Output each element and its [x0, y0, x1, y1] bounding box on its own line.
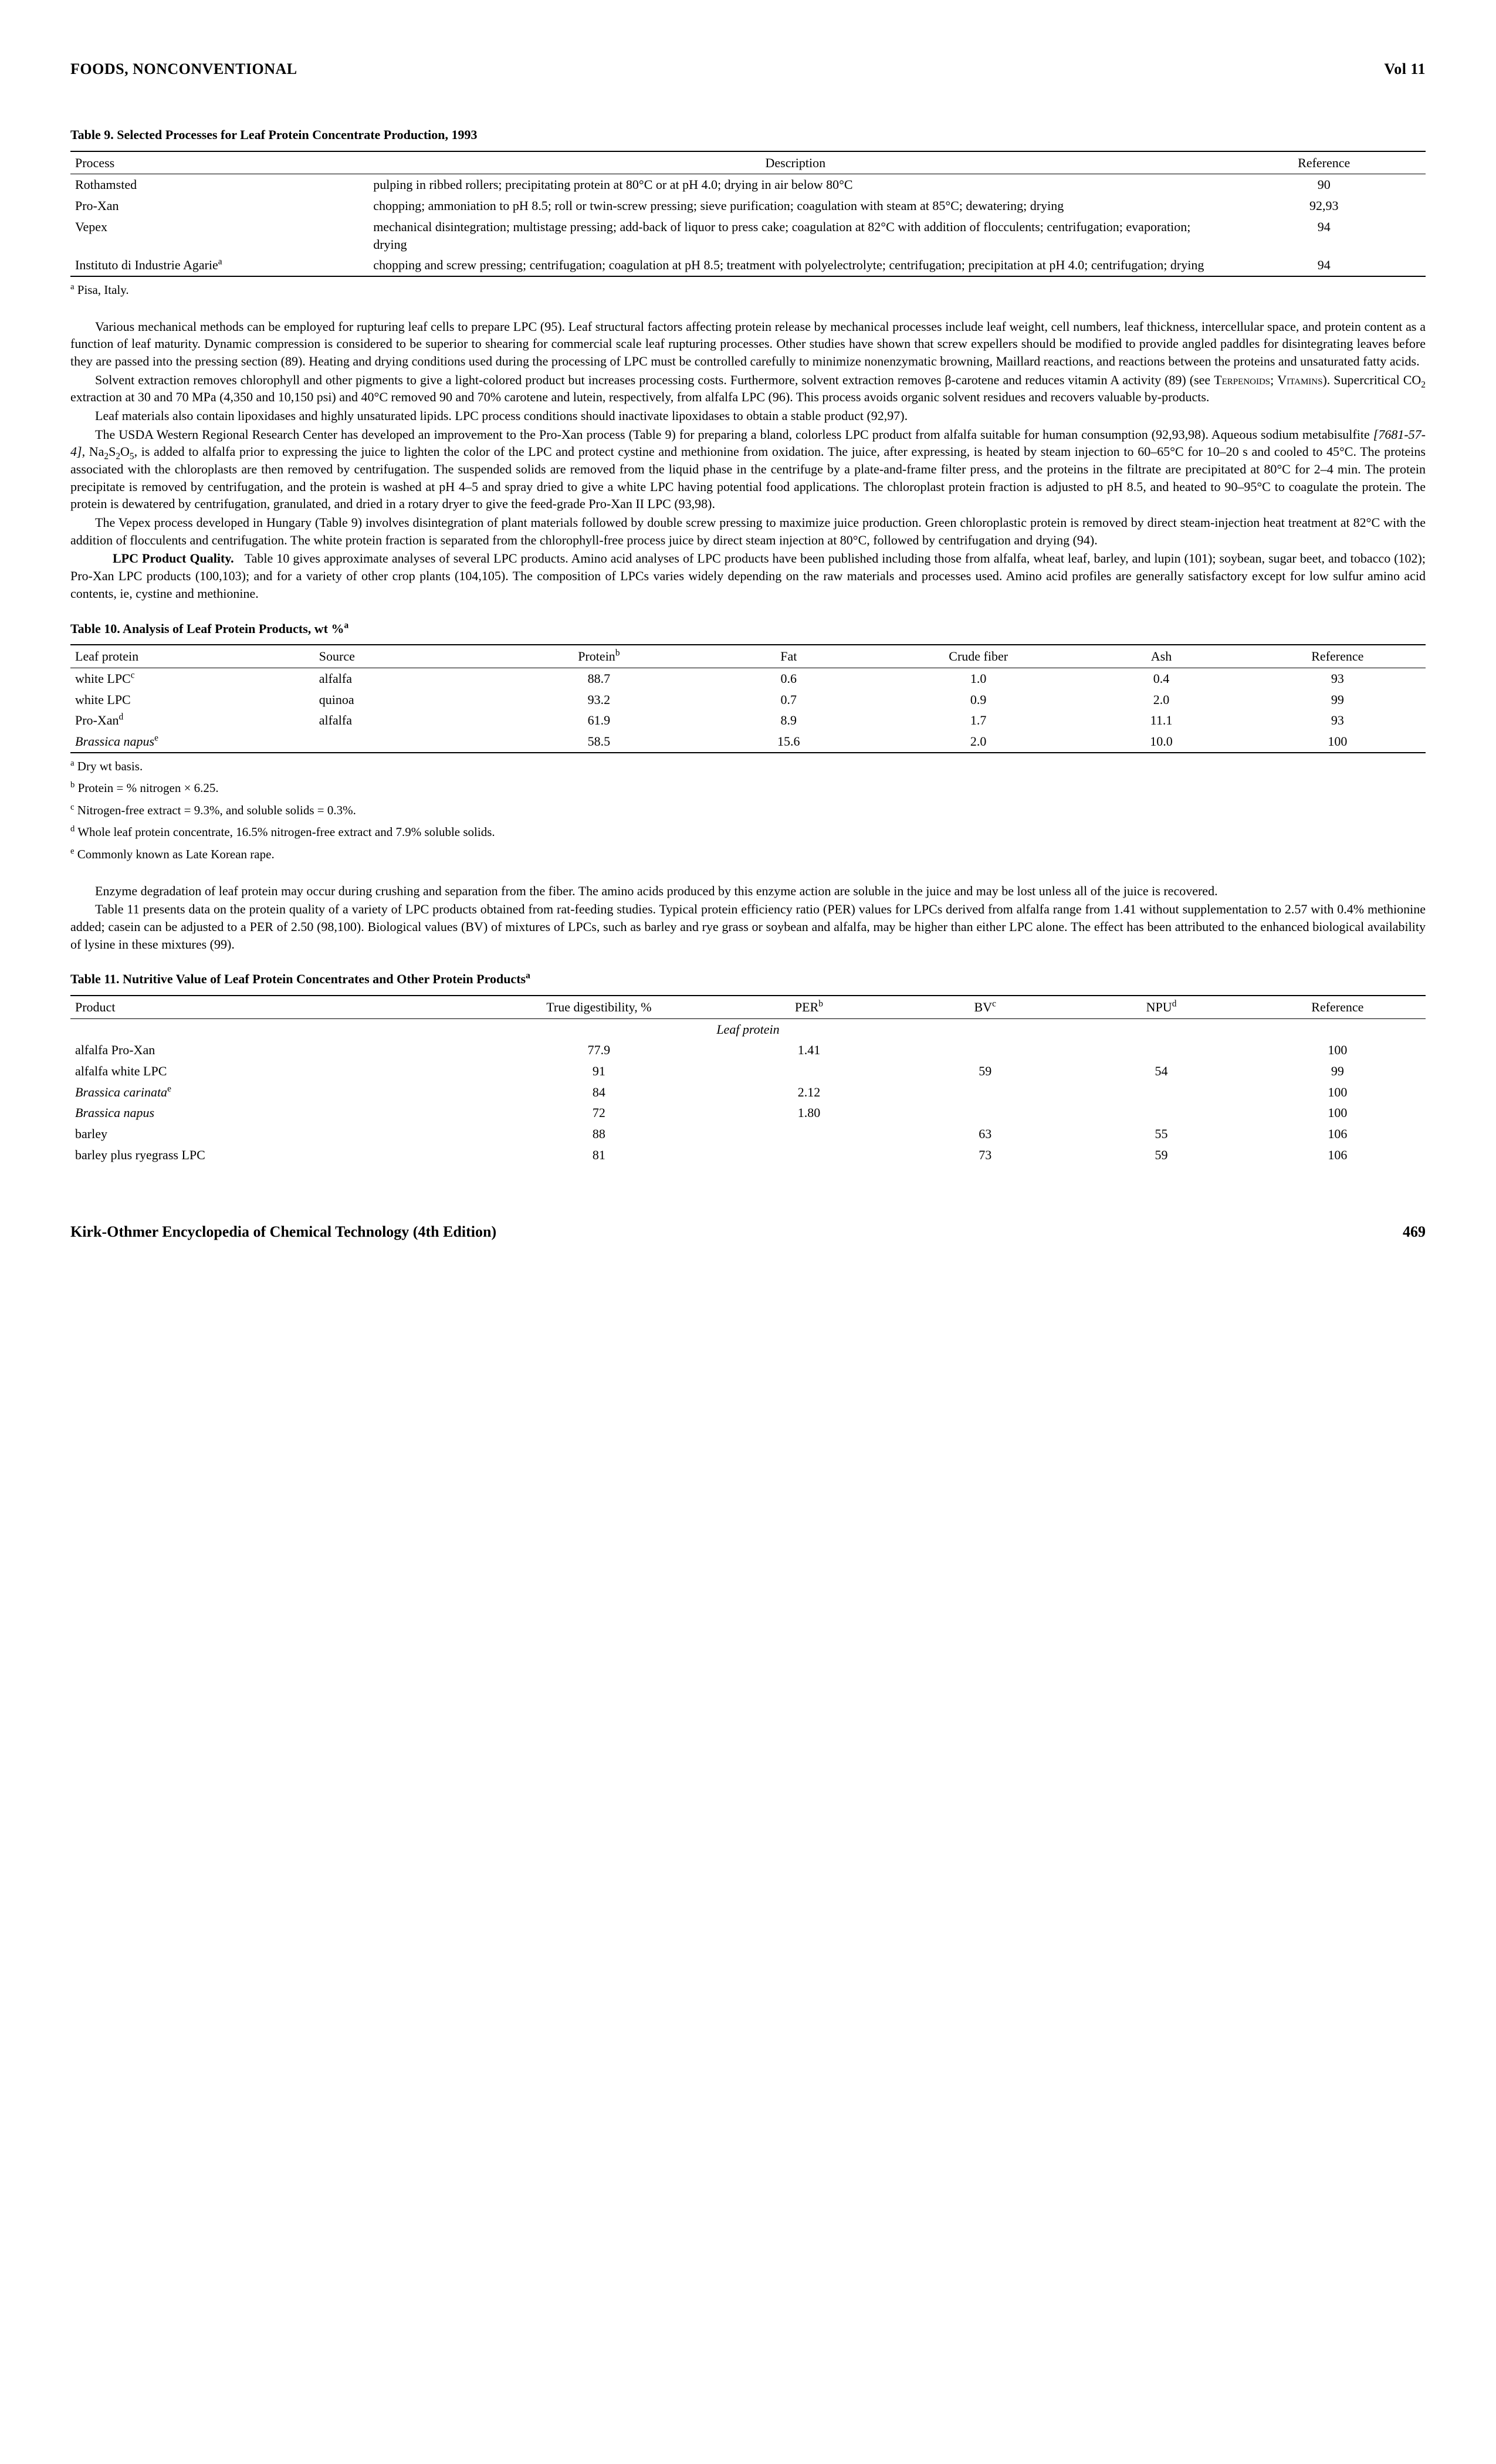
- table-row: alfalfa Pro-Xan77.91.41100: [70, 1040, 1426, 1061]
- table-row: alfalfa white LPC91595499: [70, 1061, 1426, 1082]
- footer-right: 469: [1403, 1221, 1426, 1242]
- footer-left: Kirk-Othmer Encyclopedia of Chemical Tec…: [70, 1221, 496, 1242]
- col-process: Process: [70, 151, 368, 174]
- table-row: Brassica napus721.80100: [70, 1102, 1426, 1123]
- table9-footnotes: a Pisa, Italy.: [70, 280, 1426, 300]
- page-header: FOODS, NONCONVENTIONAL Vol 11: [70, 59, 1426, 79]
- table-row: barley886355106: [70, 1123, 1426, 1145]
- table-row: white LPCcalfalfa88.70.61.00.493: [70, 668, 1426, 689]
- table-header-row: Process Description Reference: [70, 151, 1426, 174]
- table-row: Brassica carinatae842.12100: [70, 1082, 1426, 1103]
- body-text-1: Various mechanical methods can be employ…: [70, 318, 1426, 603]
- col-reference: Reference: [1222, 151, 1426, 174]
- para-3: Leaf materials also contain lipoxidases …: [70, 407, 1426, 425]
- para-5: The Vepex process developed in Hungary (…: [70, 514, 1426, 549]
- body-text-2: Enzyme degradation of leaf protein may o…: [70, 882, 1426, 953]
- table-row: white LPCquinoa93.20.70.92.099: [70, 689, 1426, 710]
- table10-caption: Table 10. Analysis of Leaf Protein Produ…: [70, 620, 1426, 638]
- para-6: LPC Product Quality. Table 10 gives appr…: [70, 550, 1426, 602]
- table-row: barley plus ryegrass LPC817359106: [70, 1145, 1426, 1166]
- table-row: Pro-Xanchopping; ammoniation to pH 8.5; …: [70, 195, 1426, 216]
- table-row: Vepexmechanical disintegration; multista…: [70, 216, 1426, 255]
- col-description: Description: [368, 151, 1222, 174]
- table11: Product True digestibility, % PERb BVc N…: [70, 995, 1426, 1166]
- table9-caption: Table 9. Selected Processes for Leaf Pro…: [70, 126, 1426, 144]
- header-right: Vol 11: [1384, 59, 1426, 79]
- table-header-row: Leaf protein Source Proteinb Fat Crude f…: [70, 645, 1426, 668]
- table11-subheader: Leaf protein: [70, 1018, 1426, 1040]
- para-7: Enzyme degradation of leaf protein may o…: [70, 882, 1426, 900]
- table9: Process Description Reference Rothamsted…: [70, 151, 1426, 277]
- header-left: FOODS, NONCONVENTIONAL: [70, 59, 297, 79]
- table10: Leaf protein Source Proteinb Fat Crude f…: [70, 644, 1426, 753]
- table11-caption: Table 11. Nutritive Value of Leaf Protei…: [70, 970, 1426, 988]
- table-row: Instituto di Industrie Agarieachopping a…: [70, 255, 1426, 276]
- table-header-row: Product True digestibility, % PERb BVc N…: [70, 996, 1426, 1018]
- page-footer: Kirk-Othmer Encyclopedia of Chemical Tec…: [70, 1221, 1426, 1242]
- para-8: Table 11 presents data on the protein qu…: [70, 901, 1426, 953]
- para-4: The USDA Western Regional Research Cente…: [70, 426, 1426, 513]
- para-1: Various mechanical methods can be employ…: [70, 318, 1426, 370]
- table-row: Rothamstedpulping in ribbed rollers; pre…: [70, 174, 1426, 195]
- para-2: Solvent extraction removes chlorophyll a…: [70, 371, 1426, 406]
- table-row: Brassica napuse58.515.62.010.0100: [70, 731, 1426, 753]
- table10-footnotes: a Dry wt basis.b Protein = % nitrogen × …: [70, 757, 1426, 865]
- table-row: Pro-Xandalfalfa61.98.91.711.193: [70, 710, 1426, 731]
